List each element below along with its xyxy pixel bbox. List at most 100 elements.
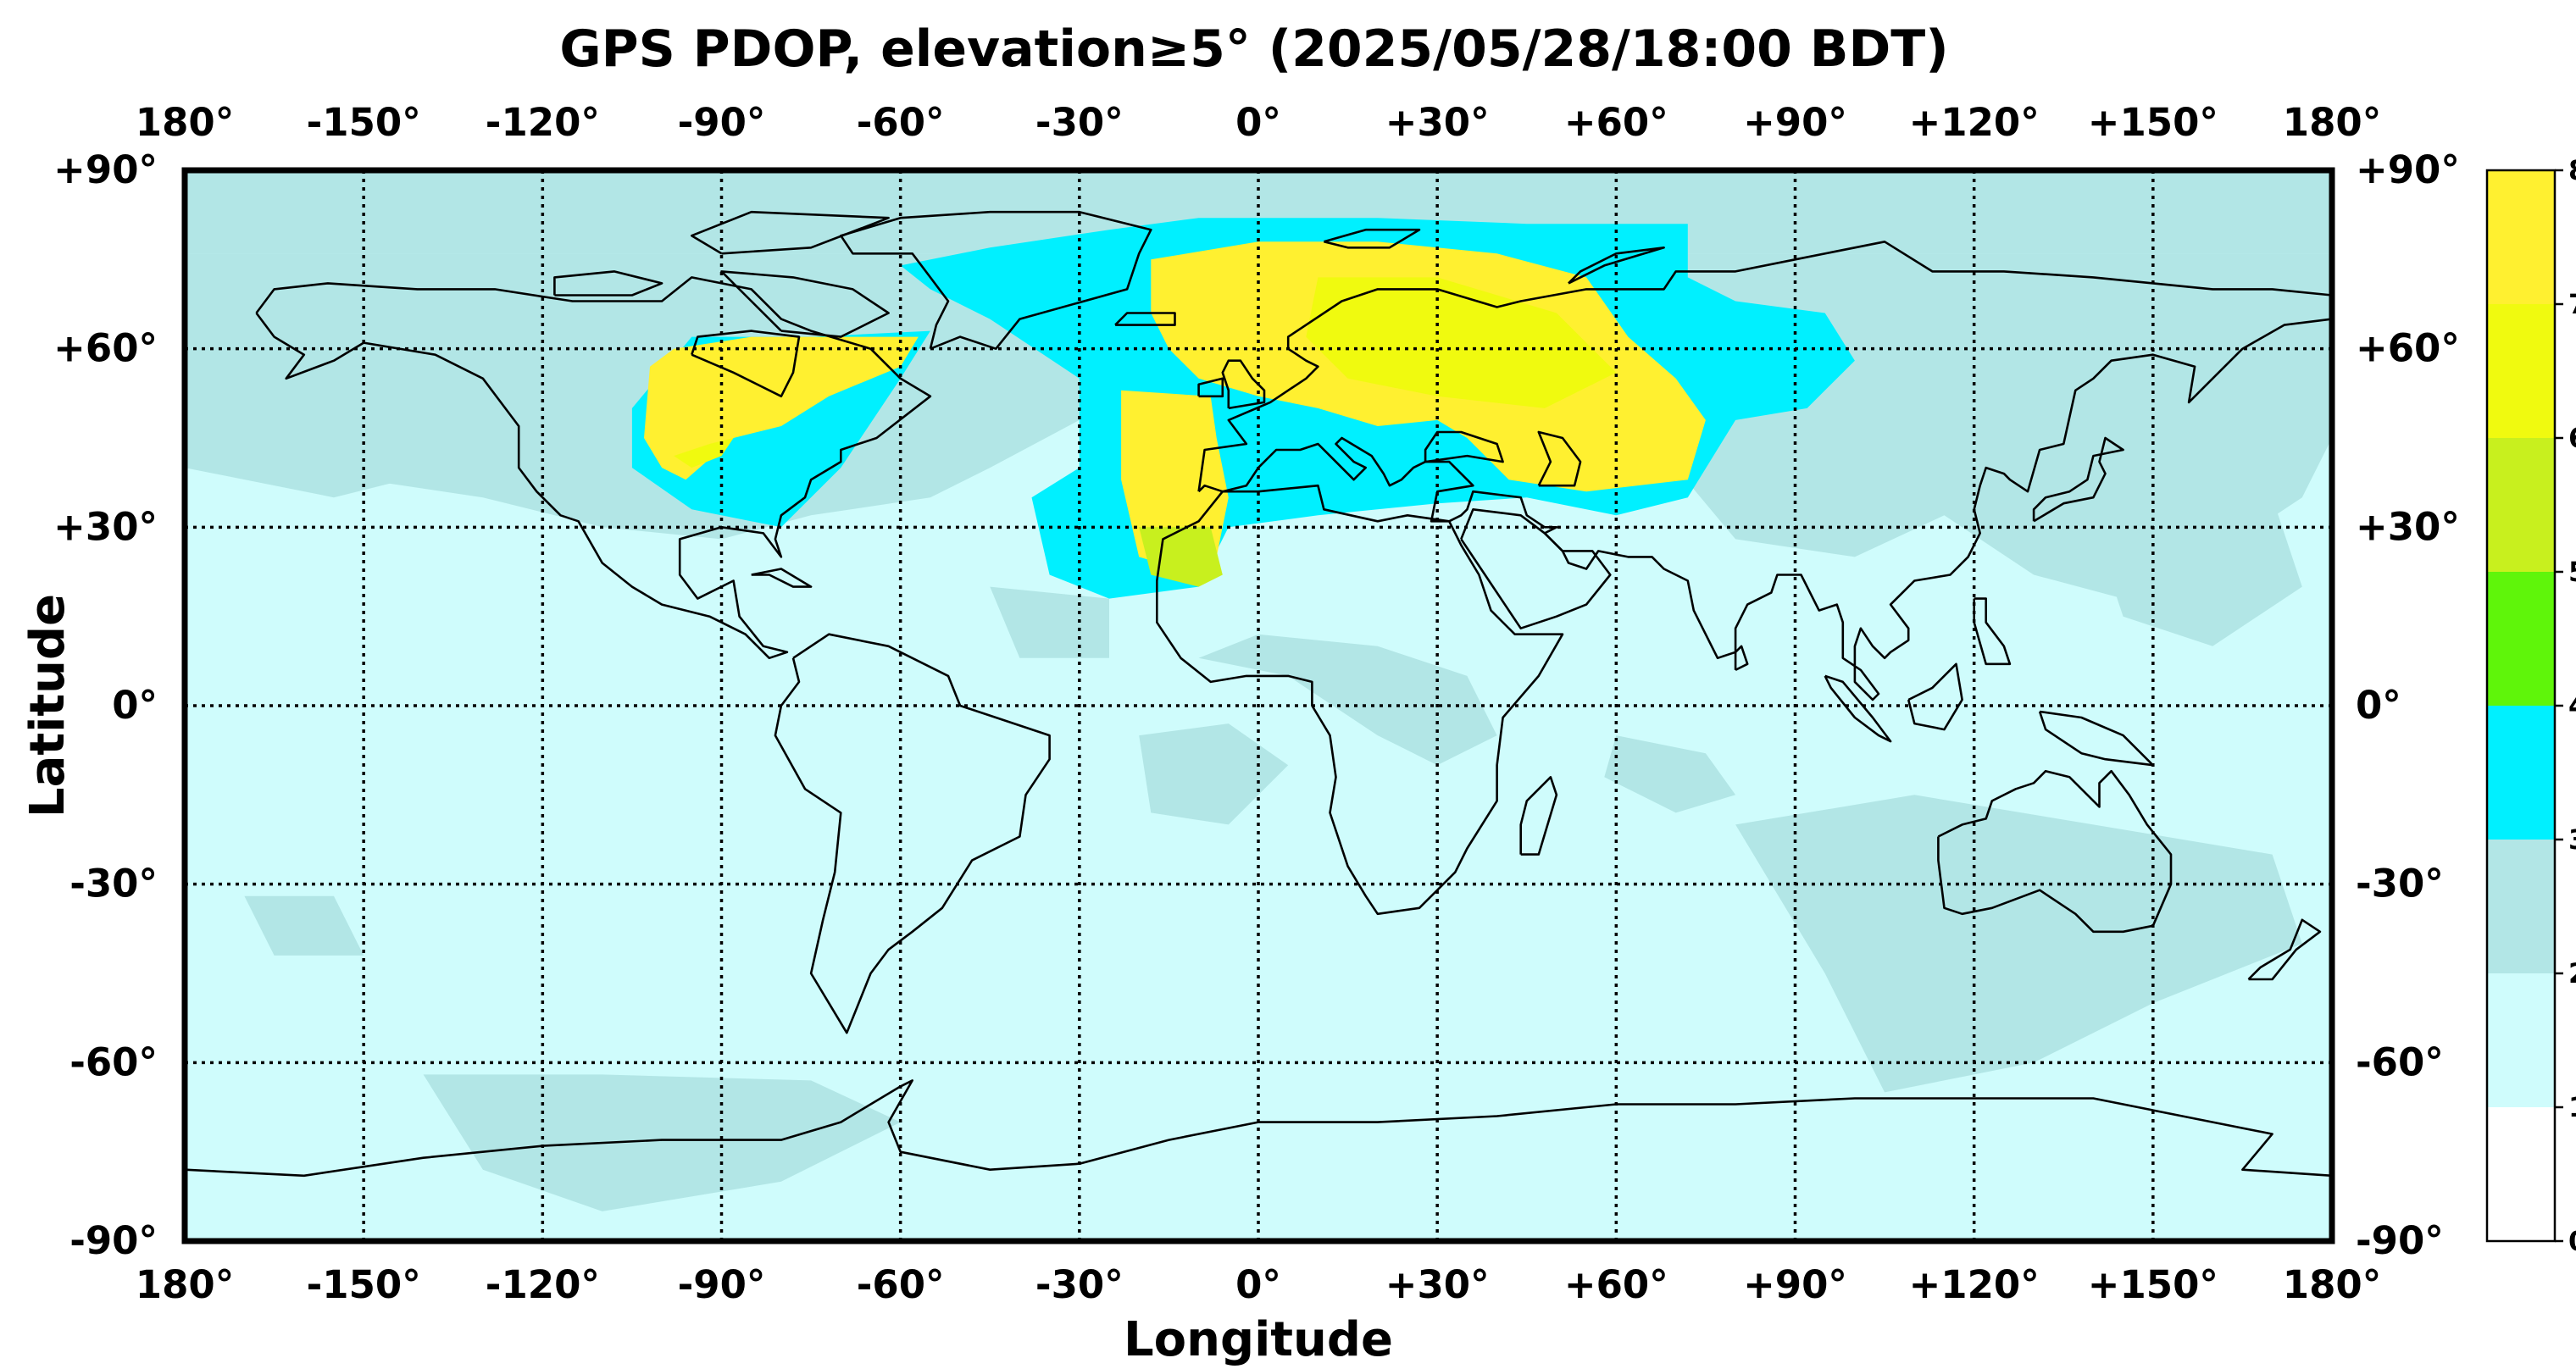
colorbar-tick-label: 5 — [2568, 556, 2576, 588]
pdop-antarctic-patch — [423, 1074, 901, 1211]
x-axis-title: Longitude — [1124, 1312, 1393, 1366]
x-tick-label-bottom: +150° — [2088, 1262, 2218, 1307]
x-tick-label-bottom: +120° — [1909, 1262, 2040, 1307]
pdop-indian-ocean-west-patch — [1604, 735, 1736, 813]
colorbar-segment — [2487, 1107, 2555, 1241]
x-tick-label-top: +90° — [1743, 100, 1847, 145]
colorbar-segment — [2487, 706, 2555, 840]
coastline-baffin-island — [720, 270, 890, 338]
y-tick-label-right: -30° — [2356, 862, 2444, 906]
x-tick-label-top: -120° — [486, 100, 600, 145]
y-tick-label-right: +30° — [2356, 504, 2460, 549]
x-tick-label-bottom: -150° — [307, 1262, 421, 1307]
y-tick-label-left: -30° — [69, 862, 158, 906]
coastline-north-america — [255, 276, 932, 660]
x-tick-label-top: +120° — [1909, 100, 2040, 145]
x-tick-label-bottom: +30° — [1385, 1262, 1490, 1307]
colorbar-tick-label: 7 — [2568, 288, 2576, 320]
x-tick-label-top: -60° — [857, 100, 945, 145]
y-tick-label-left: +90° — [53, 147, 158, 192]
x-tick-label-top: +150° — [2088, 100, 2218, 145]
coastline-layer — [184, 210, 2334, 1178]
x-tick-label-top: 180° — [136, 100, 234, 145]
x-tick-label-top: +30° — [1385, 100, 1490, 145]
x-tick-label-top: -90° — [678, 100, 766, 145]
coastline-victoria-island — [553, 270, 663, 297]
colorbar-segment — [2487, 840, 2555, 973]
coastline-cuba — [751, 568, 813, 588]
colorbar-tick-label: 8 — [2568, 154, 2576, 186]
y-tick-label-right: -60° — [2356, 1039, 2444, 1084]
y-axis-title: Latitude — [20, 594, 75, 818]
coastline-antarctica — [184, 1079, 2333, 1178]
coastline-madagascar — [1519, 775, 1558, 856]
y-tick-label-left: 0° — [112, 683, 158, 728]
coastline-iceland — [1114, 312, 1176, 326]
x-tick-label-top: +60° — [1564, 100, 1668, 145]
pdop-colorbar: 0 1 2 3 4 5 6 7 8 — [2485, 154, 2576, 1257]
pdop-west-africa-band — [1139, 527, 1223, 587]
chart-title: GPS PDOP, elevation≥5° (2025/05/28/18:00… — [559, 19, 1948, 79]
coastline-caspian-sea — [1537, 430, 1582, 487]
coastline-greenland — [839, 210, 1152, 351]
y-tick-label-right: 0° — [2356, 683, 2401, 728]
coastline-new-guinea — [2038, 710, 2155, 767]
x-tick-label-bottom: -30° — [1035, 1262, 1124, 1307]
colorbar-segment — [2487, 973, 2555, 1107]
colorbar-segment — [2487, 170, 2555, 304]
pdop-scandinavia-band — [1306, 277, 1617, 408]
colorbar-tick-label: 1 — [2568, 1091, 2576, 1123]
coastline-great-britain — [1221, 359, 1266, 410]
pdop-west-pacific-patch — [2093, 497, 2302, 646]
x-tick-label-bottom: +90° — [1743, 1262, 1847, 1307]
gridlines — [185, 170, 2332, 1241]
coastline-sumatra — [1824, 674, 1892, 743]
pdop-south-pacific-patch — [244, 895, 364, 956]
colorbar-segment — [2487, 304, 2555, 438]
y-tick-label-left: -60° — [69, 1039, 158, 1084]
x-tick-label-top: 0° — [1235, 100, 1281, 145]
coastline-eurasia — [1197, 240, 2334, 701]
y-tick-label-left: +60° — [53, 326, 158, 371]
colorbar-tick-label: 6 — [2568, 422, 2576, 454]
coastline-borneo — [1907, 662, 1963, 731]
colorbar-tick-label: 4 — [2568, 690, 2576, 722]
coastline-ellesmere-island — [690, 210, 890, 255]
x-tick-label-top: 180° — [2283, 100, 2381, 145]
y-tick-label-right: +90° — [2356, 147, 2460, 192]
x-tick-label-bottom: -90° — [678, 1262, 766, 1307]
coastline-svalbard — [1324, 228, 1421, 249]
coastline-black-sea — [1424, 430, 1504, 463]
coastline-arabia — [1460, 507, 1612, 630]
coastline-south-america — [774, 633, 1051, 1034]
coastline-australia — [1937, 769, 2173, 934]
coastline-japan — [2032, 436, 2124, 523]
coastline-new-zealand — [2247, 918, 2322, 981]
pdop-indian-ocean-east-patch — [1735, 795, 2302, 1093]
y-tick-label-left: +30° — [53, 504, 158, 549]
tick-labels: 180° 180° -150° -150° -120° -120° -90° -90° -60°… — [53, 100, 2460, 1307]
x-tick-label-bottom: -120° — [486, 1262, 600, 1307]
y-tick-label-left: -90° — [69, 1218, 158, 1263]
x-tick-label-bottom: +60° — [1564, 1262, 1668, 1307]
colorbar-segment — [2487, 438, 2555, 572]
map-frame — [181, 167, 2335, 1244]
x-tick-label-bottom: 180° — [2283, 1262, 2381, 1307]
pdop-equatorial-africa-patch — [1198, 634, 1497, 766]
pdop-pacific-north-patch — [185, 360, 453, 498]
y-tick-label-right: +60° — [2356, 326, 2460, 371]
colorbar-tick-label: 0 — [2568, 1225, 2576, 1257]
x-tick-label-top: -30° — [1035, 100, 1124, 145]
coastline-philippines — [1973, 597, 2012, 666]
colorbar-tick-label: 3 — [2568, 823, 2576, 856]
x-tick-label-bottom: -60° — [857, 1262, 945, 1307]
coastline-ireland — [1197, 377, 1224, 398]
x-tick-label-bottom: 180° — [136, 1262, 234, 1307]
colorbar-segment — [2487, 572, 2555, 706]
y-tick-label-right: -90° — [2356, 1218, 2444, 1263]
pdop-great-lakes-band — [674, 438, 734, 468]
colorbar-tick-label: 2 — [2568, 957, 2576, 989]
coastline-hudson-bay — [691, 330, 801, 398]
